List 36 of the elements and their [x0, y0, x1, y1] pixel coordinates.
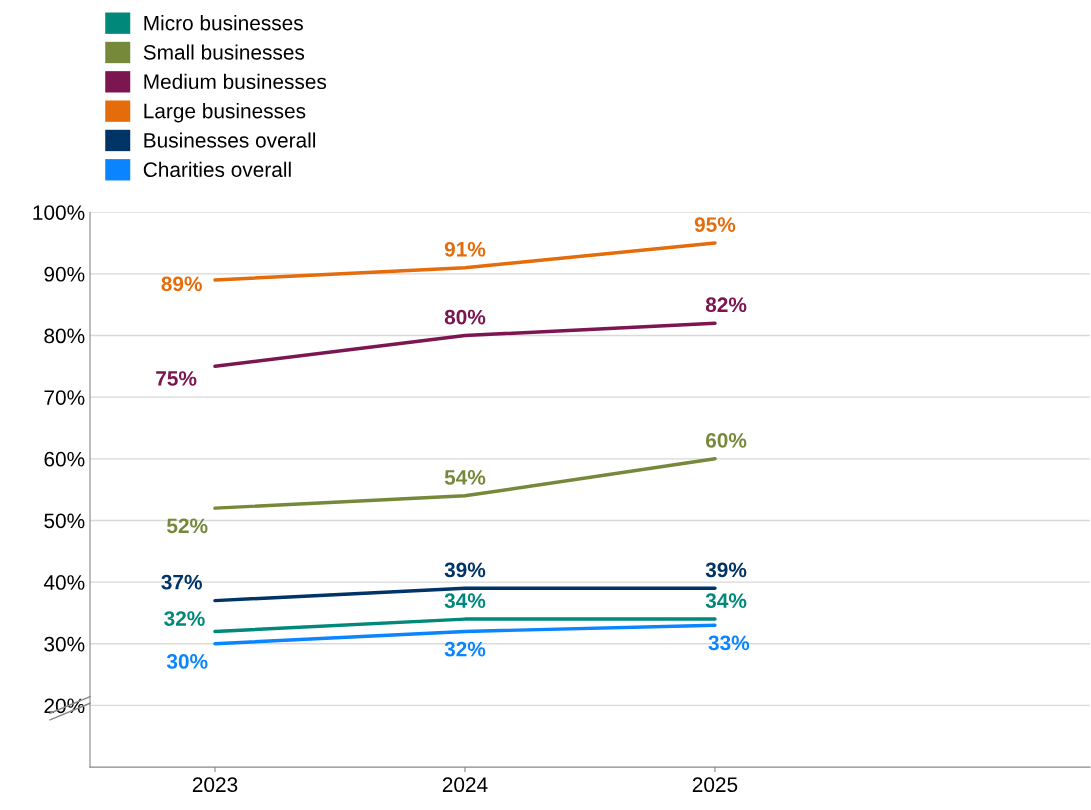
data-label: 32%: [164, 611, 205, 626]
x-tick-label: 2025: [692, 777, 738, 793]
legend-label: Small businesses: [143, 44, 305, 60]
data-label: 95%: [694, 217, 736, 232]
data-label: 52%: [167, 518, 208, 534]
y-tick-label: 100%: [33, 205, 85, 220]
y-tick-label: 90%: [44, 266, 85, 282]
legend-label: Charities overall: [143, 161, 291, 178]
x-tick-label: 2024: [442, 777, 488, 793]
x-tick-label: 2023: [192, 777, 238, 793]
y-tick-label: 70%: [44, 390, 85, 405]
y-tick-label: 60%: [44, 451, 85, 467]
data-label: 89%: [161, 276, 202, 292]
data-label: 39%: [444, 562, 486, 578]
legend-label: Micro businesses: [144, 15, 303, 31]
data-label: 80%: [444, 309, 486, 325]
data-label: 75%: [156, 371, 197, 386]
data-label: 33%: [708, 635, 750, 651]
legend-label: Large businesses: [144, 103, 306, 123]
data-label: 39%: [705, 562, 747, 578]
data-label: 60%: [705, 432, 747, 448]
y-tick-label: 40%: [43, 575, 85, 590]
data-label: 32%: [444, 641, 486, 657]
data-label: 91%: [444, 241, 486, 257]
y-tick-label: 30%: [44, 636, 85, 652]
legend-label: Medium businesses: [144, 73, 327, 90]
data-label: 30%: [166, 654, 208, 669]
data-label: 34%: [705, 593, 747, 609]
data-label: 54%: [444, 470, 486, 485]
data-label: 34%: [444, 593, 486, 609]
data-label: 82%: [705, 297, 747, 313]
y-tick-label: 20%: [44, 698, 85, 714]
data-label: 37%: [161, 574, 202, 590]
y-tick-label: 50%: [44, 513, 85, 529]
y-tick-label: 80%: [44, 328, 85, 344]
legend-label: Businesses overall: [144, 132, 316, 148]
